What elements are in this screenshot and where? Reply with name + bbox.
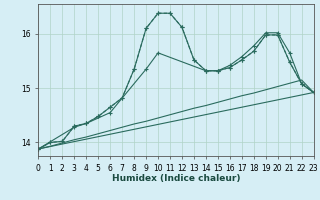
X-axis label: Humidex (Indice chaleur): Humidex (Indice chaleur) bbox=[112, 174, 240, 183]
